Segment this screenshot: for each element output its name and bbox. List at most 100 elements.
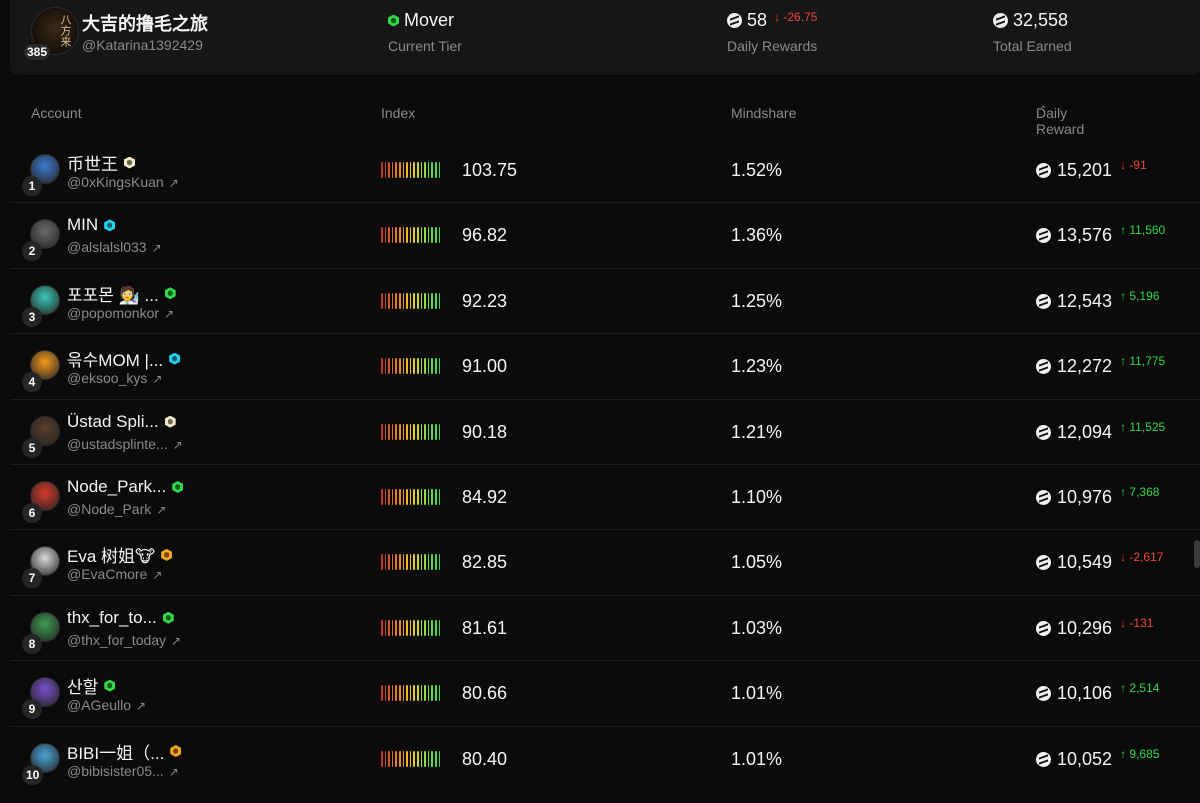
index-bar-segment <box>420 554 423 571</box>
tier-badge-icon <box>124 156 135 169</box>
external-link-icon[interactable]: ↗ <box>152 372 163 387</box>
profile-handle[interactable]: @Katarina1392429 <box>82 37 203 53</box>
index-bar-segment <box>431 685 433 702</box>
index-bar-segment <box>427 423 430 440</box>
index-meter <box>381 292 457 309</box>
index-bar-segment <box>395 750 397 767</box>
daily-label: Daily Rewards <box>727 38 818 54</box>
index-bar-segment <box>398 423 401 440</box>
table-row[interactable]: 10 BIBI一姐（... @bibisister05... ↗ 80.40 1.… <box>10 727 1200 792</box>
tier-badge-icon <box>104 679 116 692</box>
index-bar-segment <box>381 619 383 636</box>
account-handle[interactable]: @thx_for_today ↗ <box>67 632 181 648</box>
index-bar-segment <box>431 619 433 636</box>
index-bar-segment <box>395 554 397 571</box>
account-name[interactable]: Node_Park... <box>67 477 184 497</box>
account-handle[interactable]: @EvaCmore ↗ <box>67 566 162 582</box>
account-handle[interactable]: @0xKingsKuan ↗ <box>67 174 179 190</box>
index-bar-segment <box>413 162 415 178</box>
index-bar-segment <box>388 292 390 309</box>
index-bar-segment <box>406 358 408 375</box>
index-bar-segment <box>424 488 426 505</box>
reward-delta: ↑ 5,196 <box>1120 288 1160 303</box>
external-link-icon[interactable]: ↗ <box>172 437 183 452</box>
index-bar-segment <box>381 685 383 702</box>
account-handle[interactable]: @alslalsl033 ↗ <box>67 239 162 255</box>
index-bar-segment <box>388 423 390 440</box>
index-bar-segment <box>391 750 394 767</box>
external-link-icon[interactable]: ↗ <box>151 241 162 256</box>
account-handle-label: @eksoo_kys <box>67 370 148 387</box>
token-icon <box>1036 620 1051 636</box>
table-row[interactable]: 1 币世王 @0xKingsKuan ↗ 103.75 1.52% 15,201 … <box>10 138 1200 204</box>
account-name[interactable]: 윾수MOM |... <box>67 346 181 371</box>
account-handle[interactable]: @popomonkor ↗ <box>67 305 174 321</box>
index-meter <box>381 162 457 178</box>
external-link-icon[interactable]: ↗ <box>168 176 179 190</box>
account-handle[interactable]: @ustadsplinte... ↗ <box>67 436 183 452</box>
index-bar-segment <box>391 162 394 178</box>
index-meter <box>381 554 457 571</box>
scrollbar-thumb[interactable] <box>1194 540 1200 568</box>
index-bar-segment <box>398 292 401 309</box>
account-name[interactable]: thx_for_to... <box>67 608 174 628</box>
index-bar-segment <box>398 162 401 178</box>
index-bar-segment <box>427 292 430 309</box>
reward-delta: ↑ 9,685 <box>1120 746 1160 761</box>
index-bar-segment <box>406 488 408 505</box>
total-value: 32,558 <box>1013 10 1069 30</box>
index-bar-segment <box>406 162 408 178</box>
daily-rewards: 58 ↓ -26.75 Daily Rewards <box>727 10 817 54</box>
index-bar-segment <box>391 685 394 702</box>
daily-reward: 10,052 ↑ 9,685 <box>1036 746 1160 770</box>
account-name[interactable]: 币世王 <box>67 150 135 175</box>
index-bar-segment <box>420 685 423 702</box>
account-handle[interactable]: @eksoo_kys ↗ <box>67 370 162 386</box>
index-bar-segment <box>409 162 412 178</box>
mindshare-value: 1.01% <box>731 748 783 769</box>
index-bar-segment <box>391 423 394 440</box>
index-bar-segment <box>438 750 441 767</box>
reward-value: 12,094 <box>1057 421 1113 442</box>
table-row[interactable]: 6 Node_Park... @Node_Park ↗ 84.92 1.10% 1… <box>10 465 1200 531</box>
external-link-icon[interactable]: ↗ <box>136 699 147 714</box>
table-row[interactable]: 2 MIN @alslalsl033 ↗ 96.82 1.36% 13,576 ↑… <box>10 203 1200 269</box>
account-handle-label: @Node_Park <box>67 500 152 517</box>
table-row[interactable]: 8 thx_for_to... @thx_for_today ↗ 81.61 1.… <box>10 596 1200 662</box>
external-link-icon[interactable]: ↗ <box>164 306 175 321</box>
index-bar-segment <box>420 423 423 440</box>
index-bar-segment <box>402 554 405 571</box>
avatar[interactable] <box>30 742 60 773</box>
account-name[interactable]: 산할 <box>67 673 116 698</box>
index-bar-segment <box>402 488 405 505</box>
external-link-icon[interactable]: ↗ <box>152 568 163 583</box>
index-bar-segment <box>416 423 419 440</box>
account-handle[interactable]: @Node_Park ↗ <box>67 501 166 517</box>
rank-badge: 8 <box>22 633 42 654</box>
external-link-icon[interactable]: ↗ <box>171 633 182 648</box>
reward-value: 10,106 <box>1057 683 1113 704</box>
sort-icon[interactable]: ⌃ <box>1039 105 1048 116</box>
table-row[interactable]: 3 포포몬 🧑‍🔬 ... @popomonkor ↗ 92.23 1.25% 1… <box>10 269 1200 335</box>
table-row[interactable]: 4 윾수MOM |... @eksoo_kys ↗ 91.00 1.23% 12,… <box>10 334 1200 400</box>
account-name[interactable]: Eva 树姐🐮 <box>67 542 173 567</box>
account-handle[interactable]: @AGeullo ↗ <box>67 697 146 713</box>
daily-value: 58 <box>747 10 768 30</box>
index-value: 81.61 <box>462 617 508 638</box>
account-name[interactable]: BIBI一姐（... <box>67 739 182 764</box>
index-bar-segment <box>427 619 430 636</box>
external-link-icon[interactable]: ↗ <box>168 764 179 779</box>
mindshare-value: 1.01% <box>731 683 783 704</box>
table-row[interactable]: 9 산할 @AGeullo ↗ 80.66 1.01% 10,106 ↑ 2,51… <box>10 661 1200 727</box>
account-handle[interactable]: @bibisister05... ↗ <box>67 763 179 779</box>
account-name[interactable]: MIN <box>67 215 116 235</box>
account-name[interactable]: 포포몬 🧑‍🔬 ... <box>67 281 176 306</box>
index-bar-segment <box>384 162 387 178</box>
account-name[interactable]: Üstad Spli... <box>67 412 176 432</box>
index-value: 90.18 <box>462 421 508 442</box>
table-row[interactable]: 7 Eva 树姐🐮 @EvaCmore ↗ 82.85 1.05% 10,549 … <box>10 530 1200 596</box>
external-link-icon[interactable]: ↗ <box>156 502 167 517</box>
index-bar-segment <box>434 162 437 178</box>
index-bar-segment <box>388 750 390 767</box>
table-row[interactable]: 5 Üstad Spli... @ustadsplinte... ↗ 90.18 … <box>10 400 1200 465</box>
